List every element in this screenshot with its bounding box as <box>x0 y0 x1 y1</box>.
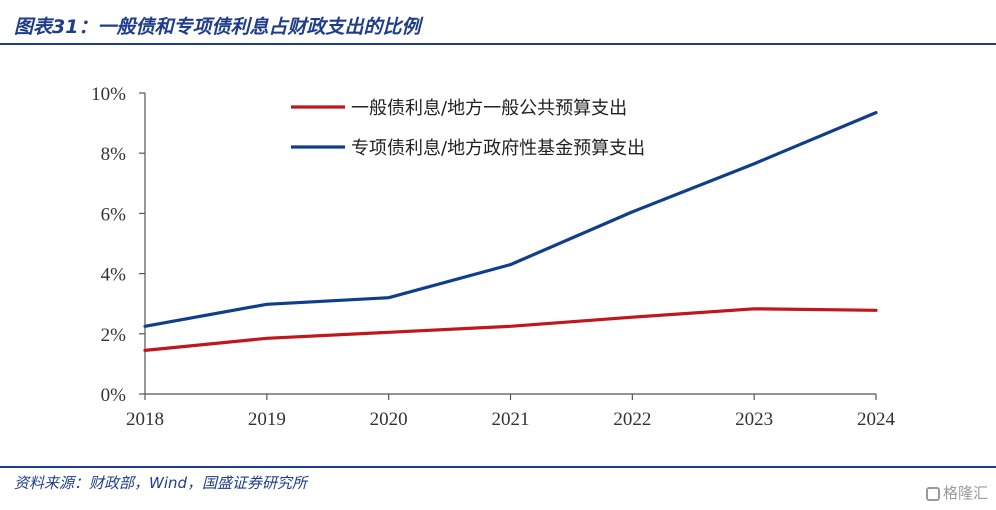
x-tick-label: 2018 <box>126 409 164 430</box>
y-tick-label: 4% <box>101 265 127 286</box>
y-tick-label: 2% <box>101 325 127 346</box>
line-chart: 0% 2% 4% 6% 8% 10% 2018 2019 2020 2021 2022 2023 202… <box>91 84 895 430</box>
x-tick-label: 2022 <box>613 409 651 430</box>
source-note: 资料来源：财政部，Wind，国盛证券研究所 <box>14 474 308 492</box>
legend-label-2: 专项债利息/地方政府性基金预算支出 <box>351 138 645 159</box>
y-tick-label: 10% <box>91 84 126 105</box>
x-tick-label: 2020 <box>370 409 408 430</box>
footer-divider <box>0 466 996 468</box>
y-tick-label: 8% <box>101 144 127 165</box>
y-tick-label: 0% <box>101 385 127 406</box>
watermark-logo-icon <box>925 487 940 501</box>
watermark: 格隆汇 <box>925 482 988 503</box>
x-tick-label: 2023 <box>735 409 773 430</box>
x-tick-label: 2024 <box>857 409 896 430</box>
x-tick-label: 2019 <box>248 409 286 430</box>
series-line-2 <box>143 110 878 328</box>
y-tick-label: 6% <box>101 204 127 225</box>
title-divider <box>0 43 996 45</box>
watermark-text: 格隆汇 <box>942 484 988 502</box>
x-tick-label: 2021 <box>492 409 530 430</box>
chart-ticks: 0% 2% 4% 6% 8% 10% 2018 2019 2020 2021 2022 2023 202… <box>91 84 895 430</box>
figure-title: 图表31：一般债和专项债利息占财政支出的比例 <box>14 16 421 38</box>
series-line-1 <box>143 307 878 352</box>
legend-label-1: 一般债利息/地方一般公共预算支出 <box>351 98 627 119</box>
chart-lines <box>143 110 878 352</box>
